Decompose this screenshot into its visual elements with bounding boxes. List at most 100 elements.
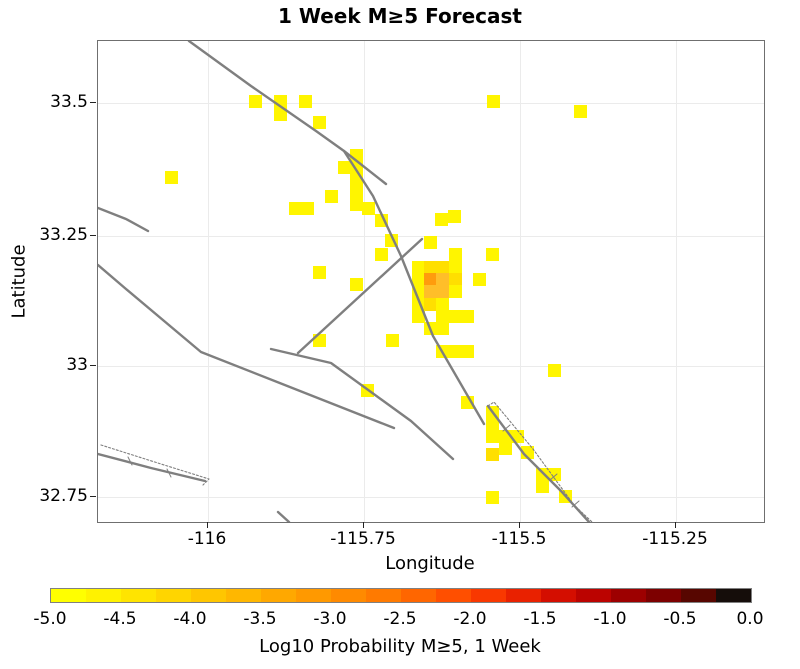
colorbar-segment [471,589,506,602]
probability-cell [350,198,363,211]
map-plot-area [97,40,765,523]
probability-cell [412,310,425,323]
fault-trace-tick [549,473,558,481]
probability-cell [436,298,449,311]
probability-cell [461,310,474,323]
x-tick-label: -115.5 [491,529,547,549]
probability-cell [574,105,587,118]
colorbar-tick-label: -3.5 [243,609,277,629]
probability-cell [436,273,449,286]
probability-cell [449,248,462,261]
colorbar-tick-label: -4.0 [173,609,207,629]
colorbar-segment [541,589,576,602]
colorbar-segment [261,589,296,602]
colorbar-tick-label: -1.5 [523,609,557,629]
y-tick-label: 32.75 [39,486,88,506]
probability-cell [461,345,474,358]
probability-cell [386,334,399,347]
gridline-horizontal [98,366,764,367]
colorbar-segment [611,589,646,602]
probability-cell [412,261,425,274]
x-tick-label: -115.25 [642,529,708,549]
probability-cell [424,236,437,249]
gridline-vertical [676,41,677,522]
x-tick-mark [363,522,365,528]
y-tick-mark [90,102,96,104]
fault-line [98,206,150,233]
probability-cell [301,202,314,215]
colorbar-segment [576,589,611,602]
fault-line [342,149,388,186]
y-tick-mark [90,496,96,498]
colorbar-tick-label: -5.0 [33,609,67,629]
probability-cell [436,310,449,323]
colorbar-segment [121,589,156,602]
probability-cell [486,418,499,431]
y-tick-mark [90,235,96,237]
fault-trace-dotted [100,444,210,486]
fault-trace-dotted [487,401,593,522]
gridline-horizontal [98,103,764,104]
probability-cell [486,448,499,461]
probability-cell [313,266,326,279]
probability-cell [289,202,302,215]
probability-cell [449,273,462,286]
colorbar-segment [331,589,366,602]
x-tick-label: -115.75 [330,529,396,549]
colorbar-tick-label: -3.0 [313,609,347,629]
probability-cell [424,298,437,311]
fault-line [276,510,291,522]
probability-cell [325,190,338,203]
fault-trace-tick [166,468,172,478]
fault-trace-tick [571,500,580,508]
probability-cell [299,95,312,108]
colorbar-segment [681,589,716,602]
probability-cell [486,430,499,443]
probability-cell [499,442,512,455]
colorbar-segment [191,589,226,602]
x-tick-mark [675,522,677,528]
colorbar-segment [646,589,681,602]
probability-cell [548,364,561,377]
probability-cell [350,186,363,199]
probability-cell [424,261,437,274]
probability-cell [449,310,462,323]
probability-cell [424,285,437,298]
gridline-horizontal [98,497,764,498]
probability-cell [362,202,375,215]
y-tick-label: 33 [66,355,88,375]
probability-cell [448,210,461,223]
y-tick-mark [90,365,96,367]
colorbar-segment [226,589,261,602]
probability-cell [249,95,262,108]
colorbar-segment [366,589,401,602]
colorbar-tick-label: -0.5 [663,609,697,629]
chart-title: 1 Week M≥5 Forecast [278,4,522,28]
probability-cell [436,322,449,335]
y-axis-label: Latitude [8,244,30,319]
x-axis-label: Longitude [385,553,475,574]
colorbar-tick-label: -1.0 [593,609,627,629]
probability-cell [436,285,449,298]
probability-cell [486,248,499,261]
y-tick-label: 33.25 [39,225,88,245]
probability-cell [436,261,449,274]
fault-line [486,404,591,522]
probability-cell [449,261,462,274]
colorbar-tick-label: -2.0 [453,609,487,629]
colorbar-segment [51,589,86,602]
probability-cell [449,345,462,358]
x-tick-label: -116 [187,529,227,549]
probability-cell [274,108,287,121]
probability-cell [338,161,351,174]
colorbar-segment [296,589,331,602]
probability-cell [536,468,549,481]
gridline-vertical [520,41,521,522]
probability-cell [536,480,549,493]
fault-line [296,237,424,355]
colorbar-tick-label: -2.5 [383,609,417,629]
x-tick-mark [519,522,521,528]
probability-cell [548,468,561,481]
colorbar-tick-label: 0.0 [736,609,764,629]
